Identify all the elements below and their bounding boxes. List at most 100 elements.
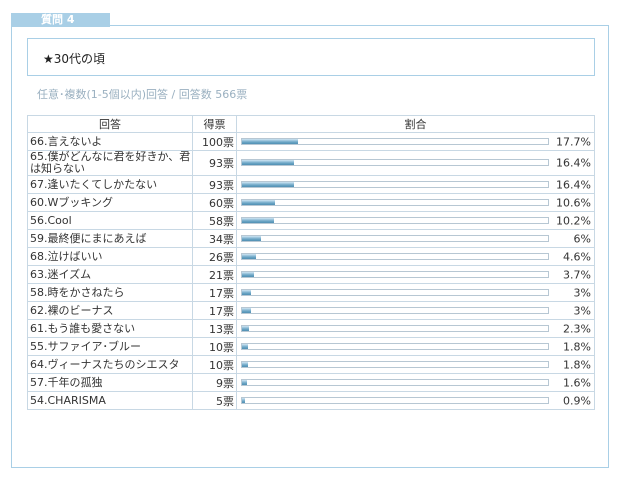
question-title: ★30代の頃 — [43, 52, 106, 66]
ratio-bar-track — [241, 137, 549, 145]
answer-cell: 61.もう誰も愛さない — [27, 319, 193, 338]
question-panel — [11, 25, 609, 468]
ratio-percent: 16.4% — [556, 156, 591, 170]
ratio-cell: 3% — [236, 301, 595, 320]
answer-cell: 67.逢いたくてしかたない — [27, 175, 193, 194]
ratio-bar-track — [241, 234, 549, 242]
answer-cell: 56.Cool — [27, 211, 193, 230]
ratio-bar-track — [241, 360, 549, 368]
results-table: 回答 得票 割合 66.言えないよ 100票 17.7% 65.僕がどんなに君を好きか… — [27, 115, 595, 410]
answer-cell: 59.最終便にまにあえば — [27, 229, 193, 248]
votes-cell: 100票 — [192, 132, 237, 151]
answer-cell: 54.CHARISMA — [27, 391, 193, 410]
table-row: 57.千年の孤独 9票 1.6% — [27, 373, 595, 392]
ratio-bar-fill — [242, 235, 261, 241]
answer-cell: 64.ヴィーナスたちのシエスタ — [27, 355, 193, 374]
ratio-bar-fill — [242, 253, 257, 259]
table-row: 60.Wブッキング 60票 10.6% — [27, 193, 595, 212]
votes-cell: 93票 — [192, 175, 237, 194]
votes-cell: 5票 — [192, 391, 237, 410]
votes-cell: 93票 — [192, 150, 237, 176]
answer-meta: 任意･複数(1-5個以内)回答 / 回答数 566票 — [37, 88, 248, 101]
ratio-bar-fill — [242, 307, 252, 313]
ratio-percent: 0.9% — [563, 394, 591, 407]
ratio-cell: 4.6% — [236, 247, 595, 266]
answer-cell: 57.千年の孤独 — [27, 373, 193, 392]
ratio-bar-track — [241, 342, 549, 350]
ratio-bar-fill — [242, 343, 248, 349]
ratio-bar-track — [241, 378, 549, 386]
ratio-cell: 1.6% — [236, 373, 595, 392]
answer-cell: 68.泣けばいい — [27, 247, 193, 266]
answer-cell: 66.言えないよ — [27, 132, 193, 151]
ratio-bar-fill — [242, 199, 276, 205]
table-row: 55.サファイア･ブルー 10票 1.8% — [27, 337, 595, 356]
votes-cell: 60票 — [192, 193, 237, 212]
ratio-cell: 1.8% — [236, 355, 595, 374]
table-row: 67.逢いたくてしかたない 93票 16.4% — [27, 175, 595, 194]
question-box: ★30代の頃 — [27, 38, 595, 76]
ratio-percent: 10.2% — [556, 214, 591, 227]
answer-cell: 62.裸のビーナス — [27, 301, 193, 320]
ratio-bar-track — [241, 288, 549, 296]
answer-cell: 55.サファイア･ブルー — [27, 337, 193, 356]
votes-cell: 17票 — [192, 301, 237, 320]
votes-cell: 21票 — [192, 265, 237, 284]
answer-cell: 60.Wブッキング — [27, 193, 193, 212]
ratio-cell: 16.4% — [236, 175, 595, 194]
ratio-cell: 0.9% — [236, 391, 595, 410]
answer-cell: 65.僕がどんなに君を好きか、君は知らない — [27, 150, 193, 176]
table-row: 64.ヴィーナスたちのシエスタ 10票 1.8% — [27, 355, 595, 374]
table-header-row: 回答 得票 割合 — [27, 115, 595, 133]
ratio-percent: 16.4% — [556, 178, 591, 191]
ratio-bar-track — [241, 324, 549, 332]
ratio-percent: 3% — [573, 304, 591, 317]
ratio-cell: 10.2% — [236, 211, 595, 230]
votes-cell: 58票 — [192, 211, 237, 230]
ratio-header: 割合 — [236, 115, 595, 133]
ratio-percent: 1.8% — [563, 358, 591, 371]
votes-cell: 9票 — [192, 373, 237, 392]
table-row: 56.Cool 58票 10.2% — [27, 211, 595, 230]
ratio-bar-fill — [242, 361, 248, 367]
ratio-cell: 3.7% — [236, 265, 595, 284]
table-row: 59.最終便にまにあえば 34票 6% — [27, 229, 595, 248]
ratio-bar-track — [241, 396, 549, 404]
votes-cell: 10票 — [192, 355, 237, 374]
ratio-percent: 2.3% — [563, 322, 591, 335]
ratio-cell: 6% — [236, 229, 595, 248]
ratio-bar-fill — [242, 181, 294, 187]
answer-cell: 63.迷イズム — [27, 265, 193, 284]
table-row: 63.迷イズム 21票 3.7% — [27, 265, 595, 284]
ratio-bar-track — [241, 216, 549, 224]
ratio-cell: 3% — [236, 283, 595, 302]
table-row: 68.泣けばいい 26票 4.6% — [27, 247, 595, 266]
votes-cell: 26票 — [192, 247, 237, 266]
ratio-percent: 3% — [573, 286, 591, 299]
ratio-cell: 1.8% — [236, 337, 595, 356]
votes-cell: 10票 — [192, 337, 237, 356]
ratio-bar-fill — [242, 217, 275, 223]
ratio-percent: 3.7% — [563, 268, 591, 281]
ratio-bar-fill — [242, 325, 250, 331]
ratio-bar-fill — [242, 138, 298, 144]
ratio-percent: 1.6% — [563, 376, 591, 389]
ratio-cell: 17.7% — [236, 132, 595, 151]
ratio-cell: 16.4% — [236, 150, 595, 176]
ratio-percent: 17.7% — [556, 135, 591, 148]
table-row: 54.CHARISMA 5票 0.9% — [27, 391, 595, 410]
ratio-percent: 4.6% — [563, 250, 591, 263]
ratio-bar-fill — [242, 397, 245, 403]
ratio-bar-track — [241, 252, 549, 260]
answer-header: 回答 — [27, 115, 193, 133]
votes-cell: 34票 — [192, 229, 237, 248]
ratio-bar-track — [241, 306, 549, 314]
votes-header: 得票 — [192, 115, 237, 133]
ratio-bar-fill — [242, 289, 252, 295]
table-row: 62.裸のビーナス 17票 3% — [27, 301, 595, 320]
ratio-percent: 10.6% — [556, 196, 591, 209]
table-row: 58.時をかさねたら 17票 3% — [27, 283, 595, 302]
ratio-bar-fill — [242, 271, 254, 277]
ratio-bar-track — [241, 180, 549, 188]
answer-cell: 58.時をかさねたら — [27, 283, 193, 302]
